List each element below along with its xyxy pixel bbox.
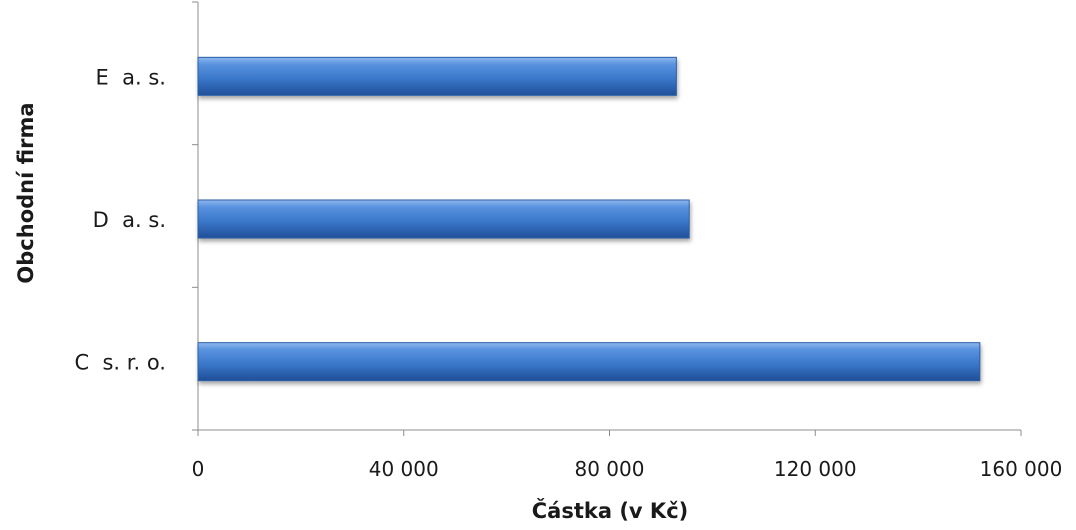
y-category-label: D a. s.: [93, 208, 166, 232]
y-category-label: E a. s.: [96, 65, 166, 89]
x-tick-label: 160 000: [980, 457, 1063, 481]
bar: [197, 342, 981, 382]
bar: [197, 199, 690, 239]
bar: [197, 56, 677, 96]
y-category-label: C s. r. o.: [74, 351, 166, 375]
x-axis-title: Částka (v Kč): [532, 498, 689, 523]
labels: 0 40 000 80 000 120 000 160 000 C s. r. o. D a…: [14, 65, 1062, 523]
bars: [197, 56, 981, 382]
y-axis-title: Obchodní firma: [14, 102, 38, 283]
x-tick-label: 0: [192, 457, 205, 481]
x-tick-label: 80 000: [575, 457, 645, 481]
x-tick-label: 40 000: [369, 457, 439, 481]
x-tick-label: 120 000: [774, 457, 857, 481]
